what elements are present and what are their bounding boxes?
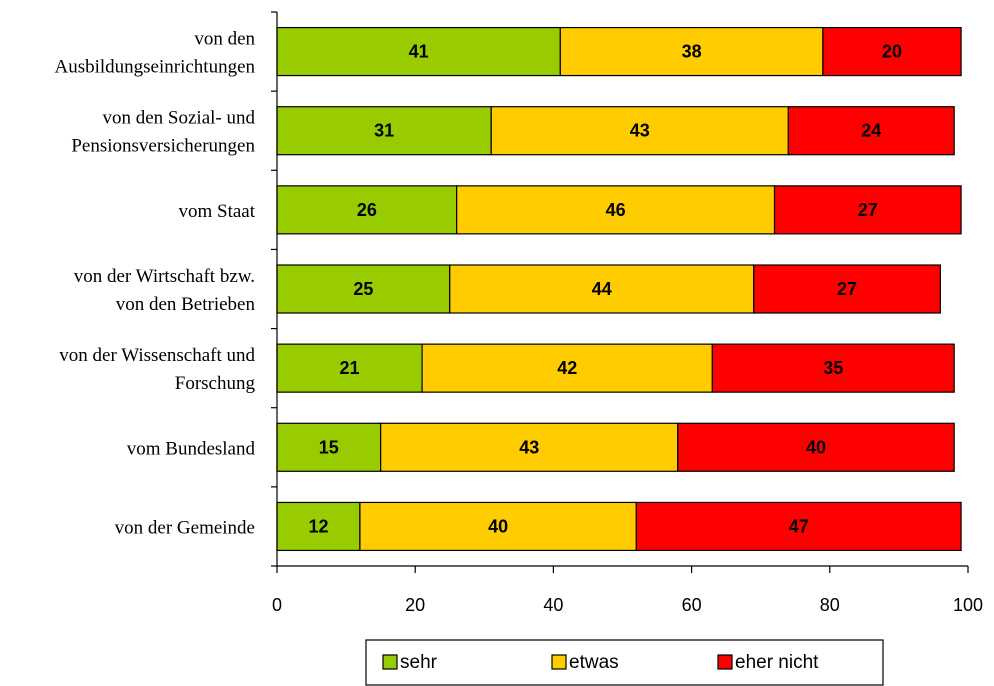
x-tick-label: 0 xyxy=(272,595,282,615)
data-label: 31 xyxy=(374,121,394,141)
bar-segment xyxy=(456,185,776,235)
x-tick-label: 40 xyxy=(543,595,563,615)
data-label: 46 xyxy=(606,200,626,220)
data-label: 43 xyxy=(519,437,539,457)
bar-segment xyxy=(677,422,955,472)
bar-segment xyxy=(380,422,679,472)
legend-label: eher nicht xyxy=(735,652,819,673)
bar-segment xyxy=(421,343,713,393)
category-label: vom Staat xyxy=(178,201,255,222)
data-label: 38 xyxy=(682,42,702,62)
data-label: 41 xyxy=(409,42,429,62)
data-label: 43 xyxy=(630,121,650,141)
data-label: 40 xyxy=(488,516,508,536)
x-tick-label: 20 xyxy=(405,595,425,615)
bar-segment xyxy=(276,264,451,314)
data-label: 12 xyxy=(308,516,328,536)
legend: sehr etwas eher nicht xyxy=(365,639,884,686)
category-label: von der Gemeinde xyxy=(115,517,255,538)
bar-segment xyxy=(490,106,789,156)
category-label: von der Wirtschaft bzw. von den Betrieben xyxy=(74,266,256,315)
category-label: vom Bundesland xyxy=(127,438,256,459)
x-tick-label: 80 xyxy=(820,595,840,615)
bar-segment xyxy=(753,264,941,314)
category-label: von der Wissenschaft und Forschung xyxy=(59,345,255,394)
category-label: von den Ausbildungseinrichtungen xyxy=(54,29,255,78)
data-label: 24 xyxy=(861,121,881,141)
data-label: 21 xyxy=(340,358,360,378)
bar-segment xyxy=(276,343,423,393)
x-axis: 0 20 40 60 80 100 xyxy=(271,11,983,615)
bar-segment xyxy=(359,501,637,552)
bar-segment xyxy=(276,501,361,552)
bar-segment xyxy=(635,501,962,552)
data-label: 27 xyxy=(858,200,878,220)
bar-segment xyxy=(773,185,962,235)
bar-segment xyxy=(276,185,458,235)
bar-segment xyxy=(822,26,962,77)
data-label: 44 xyxy=(592,279,612,299)
x-tick-label: 60 xyxy=(682,595,702,615)
category-label: von den Sozial- und Pensionsversicherunge… xyxy=(71,108,255,157)
bars-layer: 41 38 20 31 43 24 26 46 27 25 44 27 21 42 35 15 43 40 12 40… xyxy=(276,26,962,552)
legend-label: etwas xyxy=(569,652,619,673)
data-label: 15 xyxy=(319,437,339,457)
legend-label: sehr xyxy=(400,652,438,673)
legend-swatch xyxy=(551,654,567,670)
bar-segment xyxy=(559,26,824,77)
legend-swatch xyxy=(382,654,398,670)
bar-segment xyxy=(276,106,492,156)
data-label: 27 xyxy=(837,279,857,299)
data-label: 47 xyxy=(789,516,809,536)
data-label: 25 xyxy=(353,279,373,299)
bar-segment xyxy=(711,343,955,393)
legend-box xyxy=(365,639,884,686)
category-labels: von den Ausbildungseinrichtungen von den S… xyxy=(54,29,255,539)
bar-segment xyxy=(787,106,955,156)
bar-segment xyxy=(276,26,561,77)
data-label: 26 xyxy=(357,200,377,220)
data-label: 42 xyxy=(557,358,577,378)
legend-swatch xyxy=(717,654,733,670)
x-tick-label: 100 xyxy=(953,595,983,615)
data-label: 35 xyxy=(823,358,843,378)
data-label: 40 xyxy=(806,437,826,457)
data-label: 20 xyxy=(882,42,902,62)
